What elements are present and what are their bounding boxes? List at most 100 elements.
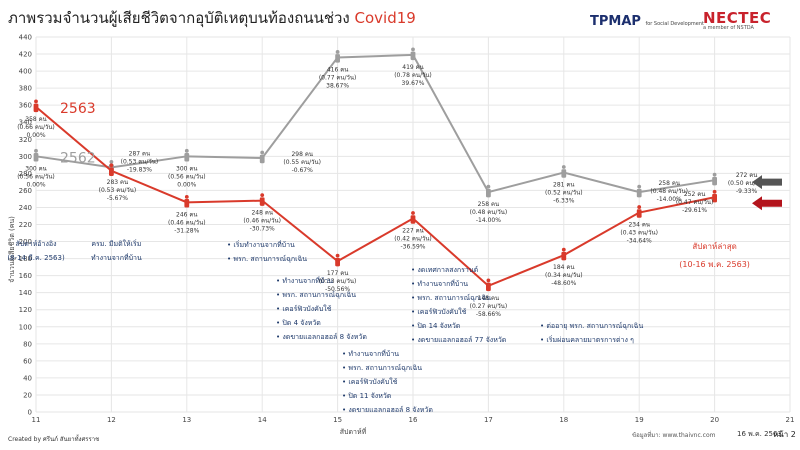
data-label-2562: 258 คน bbox=[658, 180, 679, 187]
point-2563-body bbox=[33, 103, 39, 113]
point-2562-head bbox=[260, 150, 265, 155]
point-2563-head bbox=[260, 193, 265, 198]
data-label-2562: 0.00% bbox=[26, 181, 45, 188]
point-2562-body bbox=[259, 154, 265, 164]
point-2562-head bbox=[561, 165, 566, 169]
point-2562-head bbox=[184, 148, 189, 153]
point-2563-head bbox=[712, 189, 717, 194]
x-tick-label: 18 bbox=[559, 416, 568, 424]
data-label-2563: -5.67% bbox=[107, 195, 129, 202]
y-tick-label: 120 bbox=[19, 306, 32, 314]
arrow-2563-icon bbox=[752, 196, 782, 211]
annotation-week15: • ทำงานจากที่บ้าน bbox=[342, 349, 399, 358]
x-tick-label: 12 bbox=[107, 416, 116, 424]
y-tick-label: 400 bbox=[19, 68, 32, 76]
data-label-2563: (0.34 คน/วัน) bbox=[545, 272, 583, 279]
data-label-2563: -48.60% bbox=[551, 280, 576, 287]
y-tick-label: 300 bbox=[19, 153, 32, 161]
annotation-week14: • เคอร์ฟิวบังคับใช้ bbox=[276, 304, 332, 313]
annotation-week16: • งดเทศกาลสงกรานต์ bbox=[411, 266, 479, 274]
data-label-2562: -6.33% bbox=[553, 198, 575, 205]
annotation-week15: • เคอร์ฟิวบังคับใช้ bbox=[342, 377, 398, 386]
x-axis-title: สัปดาห์ที่ bbox=[340, 427, 367, 436]
x-tick-label: 21 bbox=[786, 416, 795, 424]
y-tick-label: 200 bbox=[19, 238, 32, 246]
y-tick-label: 340 bbox=[19, 119, 32, 127]
annotation-week12: ทำงานจากที่บ้าน bbox=[91, 253, 142, 262]
data-label-2563: 234 คน bbox=[628, 222, 649, 229]
y-tick-label: 60 bbox=[23, 357, 32, 365]
nectec-logo-sub: a member of NSTDA bbox=[703, 25, 754, 31]
y-tick-label: 0 bbox=[28, 409, 32, 417]
y-tick-label: 260 bbox=[19, 187, 32, 195]
point-2563-body bbox=[712, 193, 717, 203]
x-tick-label: 14 bbox=[258, 416, 267, 424]
data-label-2563: (0.66 คน/วัน) bbox=[17, 124, 55, 131]
point-2563-body bbox=[410, 215, 416, 224]
series-name-2563: 2563 bbox=[60, 101, 96, 117]
annotation-week16: • ปิด 14 จังหวัด bbox=[411, 322, 460, 330]
x-tick-label: 13 bbox=[182, 416, 191, 424]
point-2562-body bbox=[636, 188, 642, 198]
page-title: ภาพรวมจำนวนผู้เสียชีวิตจากอุบัติเหตุบนท้… bbox=[8, 6, 416, 30]
point-2563-head bbox=[109, 163, 114, 168]
data-label-2563: -29.61% bbox=[682, 207, 707, 214]
point-2562-body bbox=[184, 153, 190, 162]
data-label-2563: -31.28% bbox=[174, 227, 199, 234]
y-tick-label: 240 bbox=[19, 204, 32, 212]
source-text: ข้อมูลที่มา: www.thaivnc.com bbox=[632, 432, 716, 439]
y-tick-label: 180 bbox=[19, 255, 32, 263]
point-2562-head bbox=[637, 184, 642, 189]
data-label-2562: -19.83% bbox=[127, 166, 152, 173]
data-label-2562: 300 คน bbox=[176, 165, 197, 172]
annotation-latest-week: สัปดาห์ล่าสุด bbox=[692, 241, 736, 251]
annotation-week13: • เริ่มทำงานจากที่บ้าน bbox=[227, 240, 295, 249]
point-2563-head bbox=[34, 99, 38, 104]
point-2563-head bbox=[184, 194, 189, 199]
point-2563-head bbox=[561, 247, 566, 252]
data-label-2562: (0.56 คน/วัน) bbox=[168, 173, 206, 180]
y-tick-label: 80 bbox=[23, 340, 32, 348]
nectec-logo-text: NECTEC bbox=[703, 9, 772, 27]
nectec-logo: NECTEC a member of NSTDA bbox=[703, 9, 771, 31]
data-label-2562: 419 คน bbox=[402, 64, 423, 71]
data-label-2563: 246 คน bbox=[176, 211, 197, 218]
data-label-2563: 283 คน bbox=[107, 179, 128, 186]
annotation-week14: • ทำงานจากที่บ้าน bbox=[276, 276, 333, 285]
data-label-2562: -9.33% bbox=[736, 188, 758, 195]
data-label-2563: -50.56% bbox=[325, 286, 350, 293]
y-tick-label: 360 bbox=[19, 102, 32, 110]
y-tick-label: 160 bbox=[19, 272, 32, 280]
arrow-2562-icon bbox=[752, 175, 782, 190]
data-label-2563: 248 คน bbox=[251, 210, 272, 217]
annotation-week16: • งดขายแอลกอฮอล์ 77 จังหวัด bbox=[411, 336, 506, 344]
x-tick-label: 20 bbox=[710, 416, 719, 424]
point-2563-body bbox=[486, 282, 491, 292]
point-2562-head bbox=[34, 148, 38, 153]
point-2562-body bbox=[712, 176, 717, 186]
data-label-2563: (0.47 คน/วัน) bbox=[676, 199, 714, 206]
data-label-2563: (0.46 คน/วัน) bbox=[243, 218, 281, 225]
y-tick-label: 420 bbox=[19, 51, 32, 59]
data-label-2563: -58.66% bbox=[476, 311, 501, 318]
tpmap-logo: TPMAP for Social Development bbox=[590, 14, 704, 29]
point-2562-head bbox=[486, 184, 491, 189]
y-tick-label: 380 bbox=[19, 85, 32, 93]
annotation-week16: • พรก. สถานการณ์ฉุกเฉิน bbox=[411, 294, 491, 302]
annotation-week16: • ทำงานจากที่บ้าน bbox=[411, 279, 468, 288]
series-line-2563 bbox=[35, 106, 715, 288]
x-tick-label: 15 bbox=[333, 416, 342, 424]
point-2563-body bbox=[335, 257, 340, 267]
y-tick-label: 320 bbox=[19, 136, 32, 144]
y-tick-label: 20 bbox=[23, 391, 32, 399]
data-label-2562: 0.00% bbox=[177, 181, 196, 188]
x-tick-label: 19 bbox=[635, 416, 644, 424]
data-label-2562: -14.00% bbox=[476, 217, 501, 224]
point-2562-body bbox=[335, 54, 340, 63]
point-2563-head bbox=[486, 278, 491, 283]
point-2563-body bbox=[561, 251, 567, 261]
date-text: 16 พ.ค. 2563 bbox=[737, 430, 782, 438]
annotation-week15: • งดขายแอลกอฮอล์ 8 จังหวัด bbox=[342, 406, 433, 414]
